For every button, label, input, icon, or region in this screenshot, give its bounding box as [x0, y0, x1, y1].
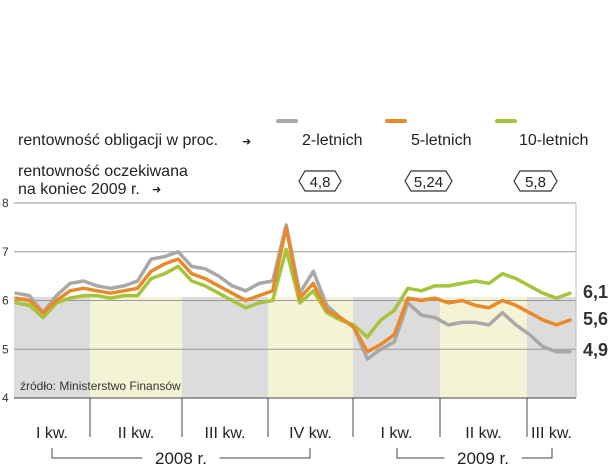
legend-entry-10y: 10-letnich	[495, 119, 588, 149]
expected-label-line2: na koniec 2009 r.	[18, 181, 140, 198]
quarter-band	[440, 297, 527, 398]
legend-entry-2y: 2-letnich	[276, 119, 362, 149]
year-label: 2008 r.	[155, 449, 207, 468]
expected-value-10y: 5,8	[525, 174, 546, 191]
quarter-label: III kw.	[205, 425, 246, 442]
quarter-band	[527, 297, 576, 398]
quarter-band	[353, 297, 440, 398]
legend-entry-5y: 5-letnich	[385, 119, 471, 149]
expected-badge-10y-frame	[513, 170, 558, 192]
expected-arrow: ➜	[152, 184, 161, 196]
legend-label-5y: 5-letnich	[411, 132, 471, 149]
end-label-5-letnich: 5,6	[583, 309, 608, 329]
y-tick-label: 6	[2, 294, 9, 308]
expected-badge-5y-frame	[404, 170, 453, 192]
quarter-label: IV kw.	[289, 425, 332, 442]
quarter-label: III kw.	[531, 425, 572, 442]
quarter-band	[268, 297, 353, 398]
year-label-bg	[444, 449, 522, 467]
expected-value-2y: 4,8	[310, 174, 331, 191]
expected-badge-10y: 5,8	[513, 170, 558, 192]
series-line-5-letnich	[14, 225, 572, 354]
header-label: rentowność obligacji w proc.	[18, 132, 218, 149]
quarter-label: I kw.	[36, 425, 68, 442]
expected-badge-5y: 5,24	[404, 170, 453, 192]
source-note: źródło: Ministerstwo Finansów	[20, 379, 181, 393]
series-line-10-letnich	[14, 247, 572, 339]
y-tick-label: 4	[2, 391, 9, 405]
end-label-10-letnich: 6,1	[583, 282, 608, 302]
end-value-labels: 4,9 5,6 6,1	[583, 282, 608, 360]
end-label-2-letnich: 4,9	[583, 340, 608, 360]
expected-label-line1: rentowność oczekiwana	[18, 163, 188, 180]
quarter-band	[90, 297, 182, 398]
quarter-label: I kw.	[380, 425, 412, 442]
year-label-bg	[142, 449, 220, 467]
y-tick-label: 8	[2, 196, 9, 210]
legend-label-10y: 10-letnich	[519, 132, 588, 149]
x-axis: I kw. II kw. III kw. IV kw. I kw. II kw. III k…	[14, 397, 576, 468]
quarter-label: II kw.	[465, 425, 501, 442]
year-label: 2009 r.	[457, 449, 509, 468]
series-lines	[14, 223, 572, 361]
expected-value-5y: 5,24	[414, 174, 443, 191]
quarter-band	[14, 297, 90, 398]
header-arrow: ➜	[242, 136, 251, 148]
y-tick-label: 7	[2, 245, 9, 259]
expected-badge-2y-frame	[298, 170, 342, 192]
expected-badge-2y: 4,8	[298, 170, 342, 192]
quarter-bands	[14, 297, 576, 398]
legend-label-2y: 2-letnich	[302, 132, 362, 149]
y-axis-ticks: 4 5 6 7 8	[2, 196, 9, 405]
quarter-band	[182, 297, 268, 398]
y-tick-label: 5	[2, 342, 9, 356]
quarter-label: II kw.	[118, 425, 154, 442]
